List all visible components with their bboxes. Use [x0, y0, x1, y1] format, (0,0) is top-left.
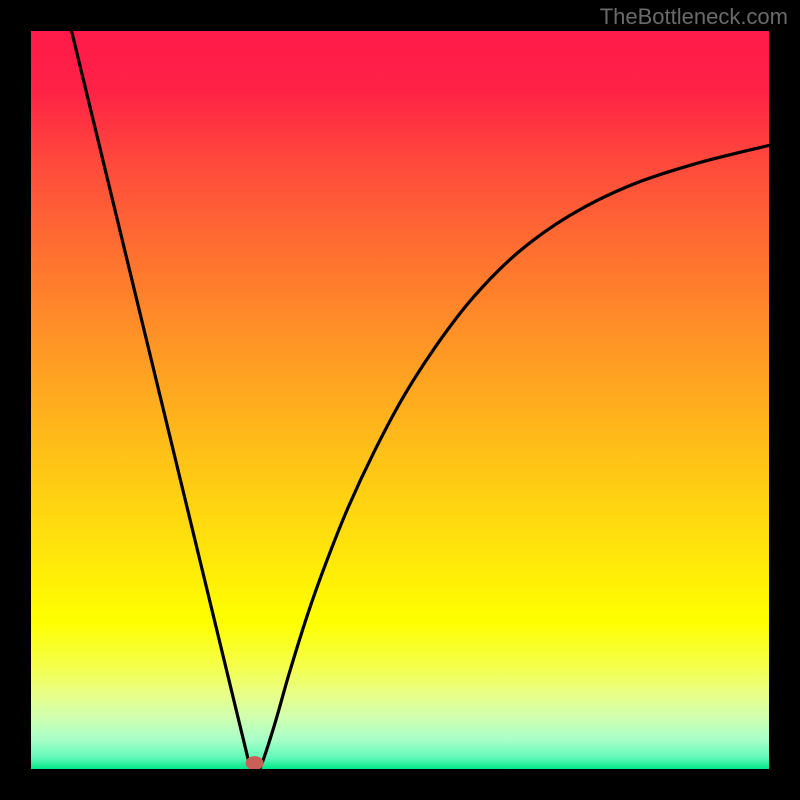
plot-svg	[31, 31, 769, 769]
watermark-text: TheBottleneck.com	[600, 4, 788, 30]
chart-frame: TheBottleneck.com	[0, 0, 800, 800]
plot-area	[31, 31, 769, 769]
